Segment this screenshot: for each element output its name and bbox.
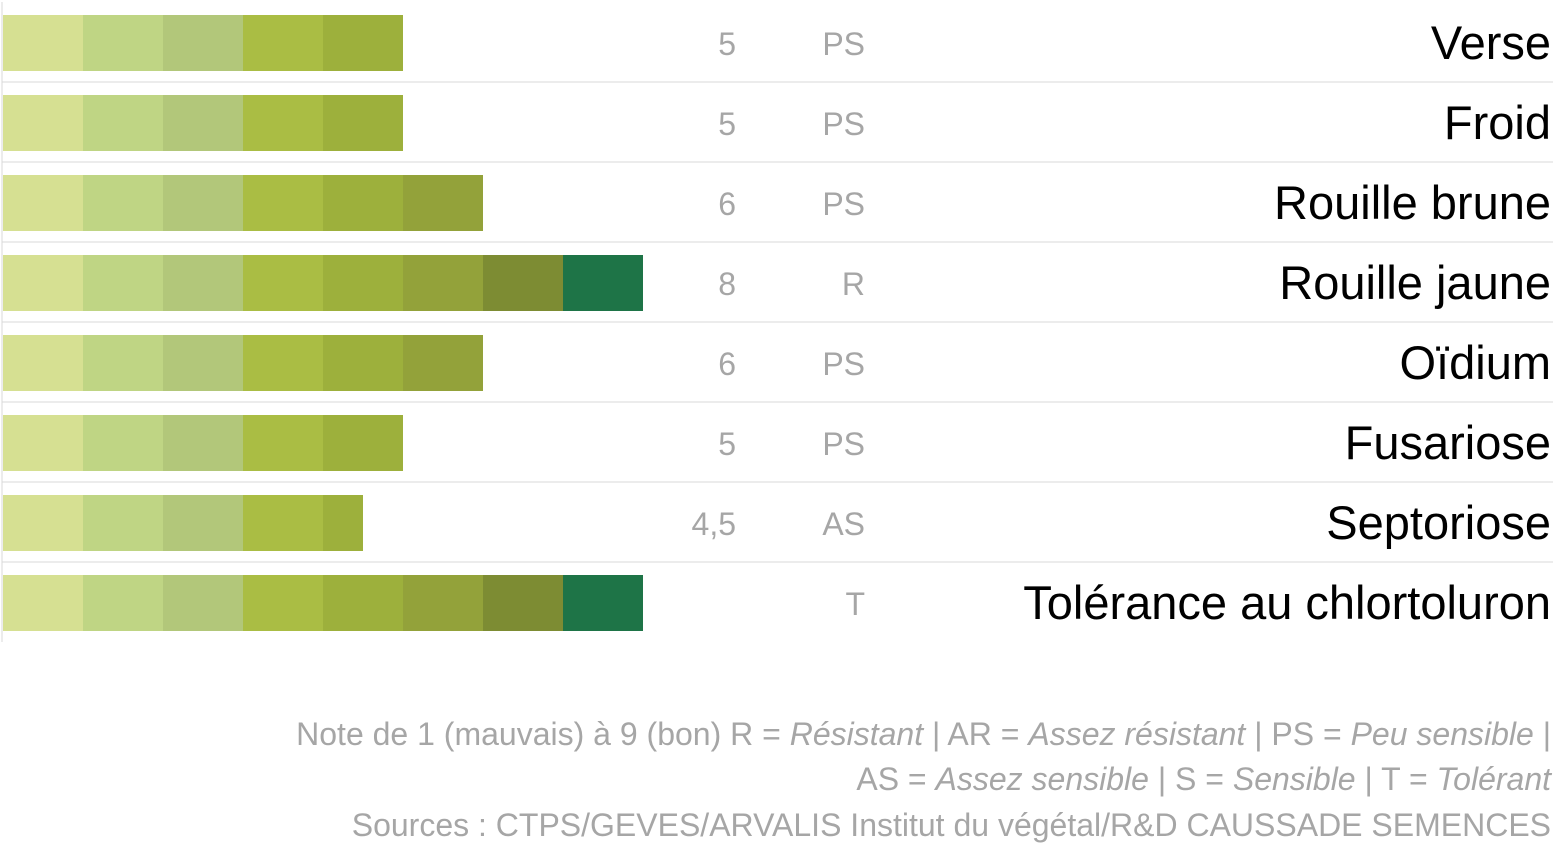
bar-segment: [163, 255, 243, 311]
bar-segment: [323, 575, 403, 631]
bar-segment: [163, 15, 243, 71]
bar-segment: [323, 415, 403, 471]
row-label: Tolérance au chlortoluron: [1023, 576, 1551, 629]
bar-segment: [243, 575, 323, 631]
bar-segment: [83, 575, 163, 631]
bar-segment: [323, 95, 403, 151]
bar-segment: [323, 175, 403, 231]
bar-segment: [83, 415, 163, 471]
bar-segment: [3, 15, 83, 71]
sources-text: Sources : CTPS/GEVES/ARVALIS Institut du…: [351, 807, 1551, 843]
value-label: 6: [718, 346, 736, 382]
legend-line-1: Note de 1 (mauvais) à 9 (bon) R = Résist…: [296, 716, 1551, 752]
bar-segment: [483, 255, 563, 311]
rating-code: T: [845, 586, 865, 622]
bar-segment: [243, 335, 323, 391]
row-label: Rouille jaune: [1279, 256, 1551, 309]
bar-segment: [83, 495, 163, 551]
bar-segment: [403, 255, 483, 311]
rating-code: PS: [822, 186, 865, 222]
bar-segment: [403, 575, 483, 631]
bar-segment: [3, 95, 83, 151]
bar-segment: [323, 335, 403, 391]
row-label: Verse: [1431, 16, 1551, 69]
value-label: 5: [718, 106, 736, 142]
bar-segment: [403, 335, 483, 391]
bar-segment: [243, 15, 323, 71]
value-label: 6: [718, 186, 736, 222]
rating-code: AS: [822, 506, 865, 542]
bar-segment: [563, 575, 643, 631]
bar-segment: [243, 175, 323, 231]
bar-segment: [403, 175, 483, 231]
row-label: Fusariose: [1345, 416, 1551, 469]
row-label: Rouille brune: [1274, 176, 1551, 229]
rating-chart: 5 PS Verse 5 PS Froid 6 PS Rouille brune 8 R Rouill…: [1, 2, 1553, 642]
bar-segment: [243, 95, 323, 151]
bar-segment: [243, 255, 323, 311]
bar-segment: [83, 95, 163, 151]
rating-code: PS: [822, 106, 865, 142]
bar-segment: [163, 575, 243, 631]
bar-segment: [163, 335, 243, 391]
bar-segment: [323, 495, 363, 551]
bar-segment: [243, 415, 323, 471]
value-label: 4,5: [692, 506, 736, 542]
bar-segment: [323, 255, 403, 311]
rating-code: PS: [822, 26, 865, 62]
value-label: 5: [718, 26, 736, 62]
legend-line-2: AS = Assez sensible | S = Sensible | T =…: [856, 761, 1551, 797]
bar-segment: [83, 335, 163, 391]
rating-code: PS: [822, 346, 865, 382]
bar-segment: [83, 255, 163, 311]
bar-segment: [163, 495, 243, 551]
bar-segment: [163, 415, 243, 471]
bar-segment: [483, 575, 563, 631]
row-label: Oïdium: [1400, 336, 1552, 389]
bar-segment: [3, 335, 83, 391]
bar-segment: [323, 15, 403, 71]
bar-segment: [163, 175, 243, 231]
value-label: 8: [718, 266, 736, 302]
bar-segment: [3, 175, 83, 231]
bar-segment: [3, 575, 83, 631]
rating-code: R: [842, 266, 865, 302]
bar-segment: [163, 95, 243, 151]
rating-legend: Note de 1 (mauvais) à 9 (bon) R = Résist…: [296, 712, 1551, 802]
bar-segment: [243, 495, 323, 551]
row-label: Froid: [1444, 96, 1551, 149]
bar-segment: [83, 175, 163, 231]
rating-code: PS: [822, 426, 865, 462]
bar-segment: [83, 15, 163, 71]
bar-segment: [563, 255, 643, 311]
bar-segment: [3, 415, 83, 471]
bar-segment: [3, 255, 83, 311]
value-label: 5: [718, 426, 736, 462]
row-label: Septoriose: [1326, 496, 1551, 549]
bar-segment: [3, 495, 83, 551]
